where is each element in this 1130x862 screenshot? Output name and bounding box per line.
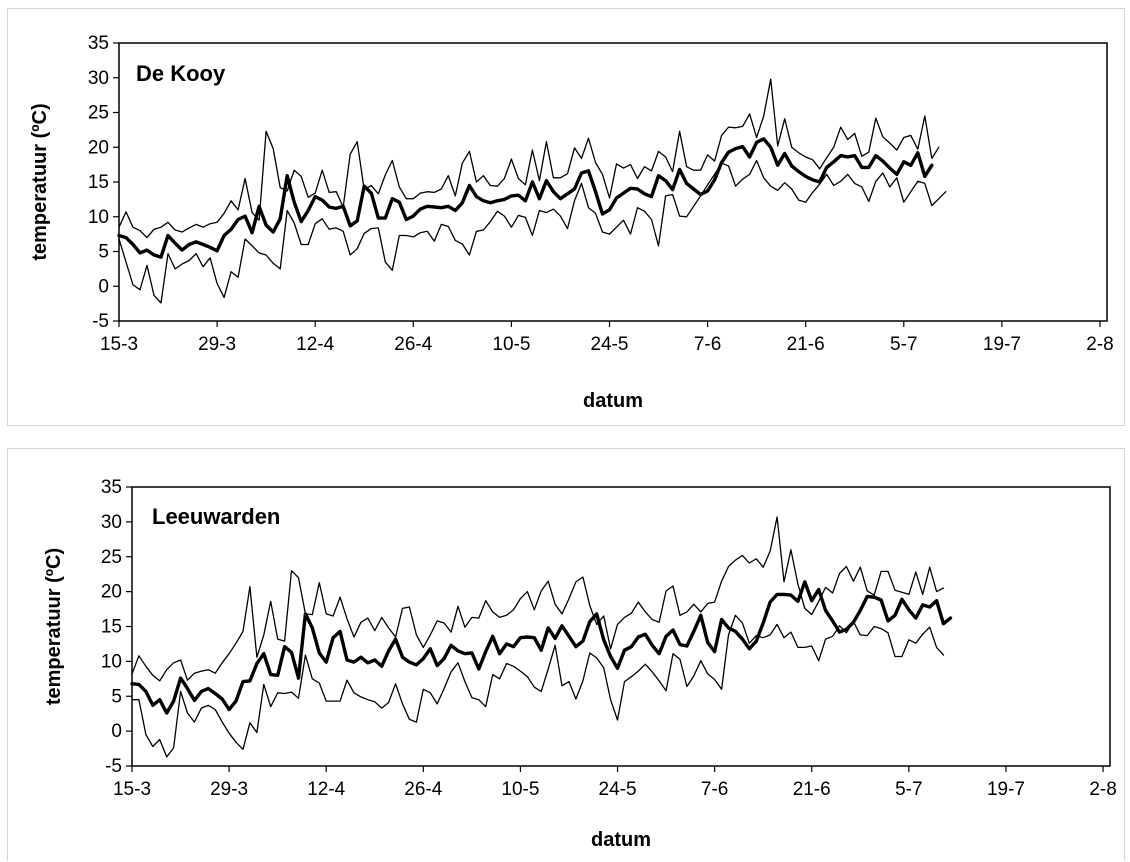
chart-leeuwarden: 35 30 25 20 15 10 5 0 -515-3 29-3 12-4 26-4 10-5 24-5… <box>43 477 1117 851</box>
y-tick-label: 10 <box>88 207 109 228</box>
y-axis-label: temperatuur (ºC) <box>43 548 65 705</box>
series-line-max <box>118 78 940 239</box>
y-tick-label: 35 <box>101 477 122 498</box>
chart-de-kooy: 35 30 25 20 15 10 5 0 -515-3 29-3 12-4 26-4 10-5 24-5… <box>29 33 1114 412</box>
x-tick-label: 24-5 <box>590 334 628 355</box>
y-tick-label: 15 <box>88 172 109 193</box>
x-tick-label: 10-5 <box>501 779 539 800</box>
chart-panel-de-kooy: 35 30 25 20 15 10 5 0 -5 15-3 29-3 12-4 26-4 10-5 24-5… <box>7 8 1125 426</box>
series-line-min <box>118 159 947 304</box>
series-line-max <box>131 516 945 682</box>
y-tick-label: 20 <box>88 137 109 158</box>
y-tick-label: 30 <box>101 512 122 533</box>
y-tick-label: 25 <box>101 547 122 568</box>
y-tick-label: 0 <box>111 721 122 742</box>
x-tick-label: 7-6 <box>701 779 728 800</box>
x-tick-label: 5-7 <box>890 334 917 355</box>
x-tick-label: 10-5 <box>492 334 530 355</box>
x-tick-label: 29-3 <box>198 334 236 355</box>
y-tick-label: 25 <box>88 103 109 124</box>
y-tick-label: 35 <box>88 33 109 54</box>
x-tick-label: 29-3 <box>210 779 248 800</box>
x-axis-label: datum <box>583 390 643 412</box>
chart-title: De Kooy <box>136 61 226 86</box>
y-tick-label: -5 <box>105 756 122 777</box>
y-tick-label: 10 <box>101 651 122 672</box>
chart-title: Leeuwarden <box>152 504 280 529</box>
series-line-min <box>131 614 945 758</box>
y-tick-label: 20 <box>101 582 122 603</box>
y-tick-label: 5 <box>98 242 109 263</box>
x-tick-label: 19-7 <box>987 779 1025 800</box>
series-line-mean <box>130 580 953 715</box>
y-tick-label: 0 <box>98 276 109 297</box>
y-tick-label: 5 <box>111 686 122 707</box>
x-tick-label: 21-6 <box>793 779 831 800</box>
series-line-mean <box>117 137 934 259</box>
x-tick-label: 19-7 <box>983 334 1021 355</box>
x-tick-label: 7-6 <box>694 334 721 355</box>
y-tick-label: 30 <box>88 68 109 89</box>
x-tick-label: 26-4 <box>404 779 442 800</box>
x-tick-label: 2-8 <box>1086 334 1113 355</box>
x-tick-label: 12-4 <box>296 334 334 355</box>
x-tick-label: 21-6 <box>787 334 825 355</box>
x-tick-label: 24-5 <box>599 779 637 800</box>
x-tick-label: 26-4 <box>394 334 432 355</box>
x-tick-label: 15-3 <box>100 334 138 355</box>
chart-panel-leeuwarden: 35 30 25 20 15 10 5 0 -5 15-3 29-3 12-4 26-4 10-5 24-5… <box>7 448 1125 861</box>
y-tick-label: 15 <box>101 617 122 638</box>
x-tick-label: 12-4 <box>307 779 345 800</box>
x-tick-label: 15-3 <box>113 779 151 800</box>
x-tick-label: 5-7 <box>895 779 922 800</box>
x-tick-label: 2-8 <box>1089 779 1116 800</box>
y-tick-label: -5 <box>92 311 109 332</box>
x-axis-label: datum <box>591 829 651 851</box>
y-axis-label: temperatuur (ºC) <box>29 103 51 260</box>
